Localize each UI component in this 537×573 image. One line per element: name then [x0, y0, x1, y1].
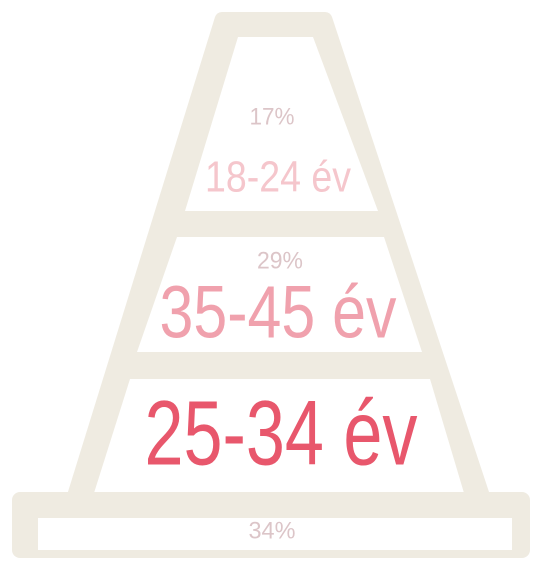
- age-label: 25-34 év: [145, 382, 418, 484]
- age-label: 35-45 év: [160, 271, 397, 354]
- age-label: 18-24 év: [205, 153, 351, 202]
- percent-label: 34%: [249, 517, 296, 544]
- percent-label: 17%: [250, 103, 295, 130]
- pyramid-diagram: 17% 18-24 év 29% 35-45 év 25-34 év 34%: [0, 0, 537, 573]
